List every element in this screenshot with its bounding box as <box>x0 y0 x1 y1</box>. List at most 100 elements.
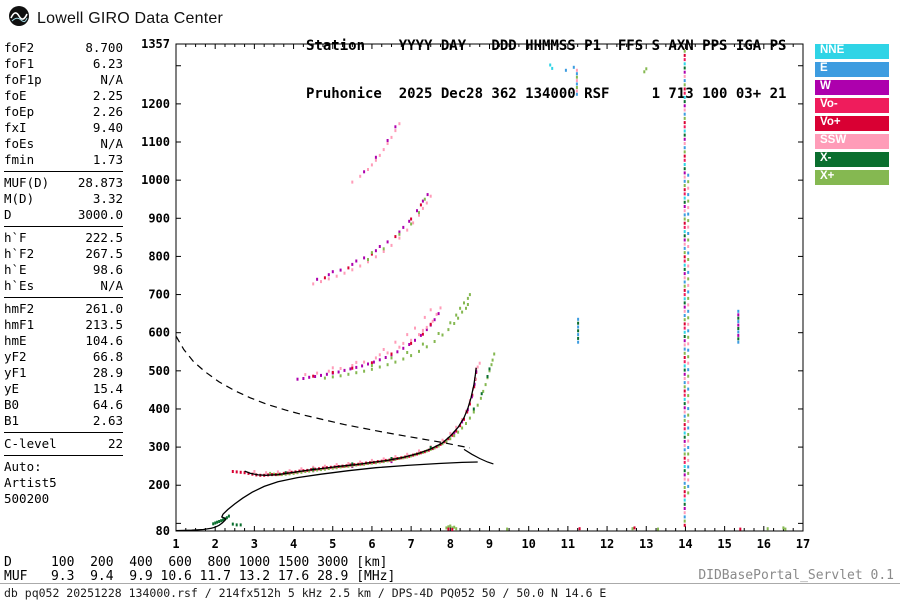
svg-text:6: 6 <box>368 537 375 551</box>
svg-text:800: 800 <box>148 249 170 263</box>
legend-item-vo+: Vo+ <box>815 116 889 131</box>
param-row-h-es: h`Es N/A <box>4 278 123 294</box>
param-label: foF1p <box>4 72 42 87</box>
header-line2: Pruhonice 2025 Dec28 362 134000 RSF 1 71… <box>306 86 787 102</box>
param-label: foEs <box>4 136 35 151</box>
param-label: B1 <box>4 413 20 428</box>
param-value: 261.0 <box>85 301 123 316</box>
param-label: foEp <box>4 104 35 119</box>
param-value: 3.32 <box>92 191 123 206</box>
rfi-column-11-mid <box>577 317 580 344</box>
param-label: MUF(D) <box>4 175 50 190</box>
param-row-hme: hmE 104.6 <box>4 333 123 349</box>
svg-text:1000: 1000 <box>141 173 170 187</box>
f-trace-x-spread <box>284 367 491 475</box>
param-row-b0: B0 64.6 <box>4 397 123 413</box>
third-hop-magenta <box>316 193 429 281</box>
param-value: 2.26 <box>92 104 123 119</box>
svg-text:3: 3 <box>251 537 258 551</box>
param-value: 2.63 <box>92 413 123 428</box>
param-value: 6.23 <box>92 56 123 71</box>
param-row-yf1: yF1 28.9 <box>4 365 123 381</box>
param-divider <box>4 297 123 298</box>
stray-blue <box>564 65 575 72</box>
param-label: B0 <box>4 397 20 412</box>
param-value: 9.40 <box>92 120 123 135</box>
param-row-yf2: yF2 66.8 <box>4 349 123 365</box>
status-separator <box>0 583 900 584</box>
muf-transmission-curve <box>175 335 471 449</box>
fourth-hop-spread <box>363 125 397 174</box>
param-label: C-level <box>4 436 57 451</box>
svg-text:1100: 1100 <box>141 135 170 149</box>
profile-line <box>175 461 478 532</box>
trace-fit-continuation <box>463 448 494 465</box>
svg-text:5: 5 <box>329 537 336 551</box>
param-value: 267.5 <box>85 246 123 261</box>
fourth-hop <box>351 122 401 184</box>
param-row-muf-d: MUF(D) 28.873 <box>4 175 123 191</box>
param-divider <box>4 455 123 456</box>
param-row-m-d: M(D) 3.32 <box>4 191 123 207</box>
servlet-version: DIDBasePortal_Servlet 0.1 <box>698 568 894 583</box>
param-divider <box>4 226 123 227</box>
svg-text:15: 15 <box>717 537 731 551</box>
rfi-column-15 <box>737 309 740 344</box>
ionogram-header: Station YYYY DAY DDD HHMMSS P1 FFS S AXN… <box>306 6 786 118</box>
param-label: foE <box>4 88 27 103</box>
param-row-foes: foEs N/A <box>4 136 123 152</box>
param-label: M(D) <box>4 191 35 206</box>
param-row-artist5: Artist5 <box>4 475 123 491</box>
param-label: yE <box>4 381 20 396</box>
second-hop-x-spread <box>370 293 471 367</box>
f-trace-x-mode <box>269 352 496 477</box>
legend-item-ssw: SSW <box>815 134 889 149</box>
param-label: hmE <box>4 333 27 348</box>
param-divider <box>4 432 123 433</box>
second-hop-o-core <box>312 322 432 378</box>
legend-item-w: W <box>815 80 889 95</box>
svg-text:16: 16 <box>757 537 771 551</box>
param-row-fmin: fmin 1.73 <box>4 152 123 168</box>
rfi-column-14 <box>683 49 686 527</box>
trace-fit-line <box>244 367 477 476</box>
param-row-foep: foEp 2.26 <box>4 104 123 120</box>
svg-text:8: 8 <box>447 537 454 551</box>
parameter-panel: foF2 8.700 foF1 6.23 foF1p N/A foE 2.25 foEp 2.26… <box>4 40 123 507</box>
brand-title: Lowell GIRO Data Center <box>37 9 224 27</box>
param-row-fxi: fxI 9.40 <box>4 120 123 136</box>
svg-text:300: 300 <box>148 440 170 454</box>
param-row-500200: 500200 <box>4 491 123 507</box>
svg-text:80: 80 <box>156 524 170 538</box>
svg-text:1357: 1357 <box>141 37 170 51</box>
param-value: 64.6 <box>92 397 123 412</box>
svg-text:4: 4 <box>290 537 297 551</box>
y-axis: 1357 1200 1100 1000 900 800 700 600 500 400 300 200… <box>141 37 803 538</box>
svg-text:12: 12 <box>600 537 614 551</box>
legend: NNE E W Vo- Vo+ SSW X- X+ <box>815 44 889 188</box>
plot-frame <box>175 43 804 532</box>
param-row-d: D 3000.0 <box>4 207 123 223</box>
f-trace-o-mode <box>231 370 478 477</box>
param-row-fof1: foF1 6.23 <box>4 56 123 72</box>
rfi-column-14b <box>687 173 690 495</box>
param-row-c-level: C-level 22 <box>4 436 123 452</box>
param-value: 98.6 <box>92 262 123 277</box>
muf-row: MUF 9.3 9.4 9.9 10.6 11.7 13.2 17.6 28.9… <box>4 569 396 584</box>
param-divider <box>4 171 123 172</box>
param-row-auto: Auto: <box>4 459 123 475</box>
param-value: 22 <box>107 436 123 451</box>
param-label: foF2 <box>4 40 35 55</box>
param-value: N/A <box>100 278 123 293</box>
svg-text:14: 14 <box>678 537 692 551</box>
f-trace-o-spread <box>253 361 481 475</box>
header-line1: Station YYYY DAY DDD HHMMSS P1 FFS S AXN… <box>306 38 787 54</box>
param-row-h-e: h`E 98.6 <box>4 262 123 278</box>
es-echoes-red <box>447 526 742 531</box>
svg-text:200: 200 <box>148 478 170 492</box>
param-value: 3000.0 <box>77 207 123 222</box>
svg-text:10: 10 <box>521 537 535 551</box>
svg-text:900: 900 <box>148 211 170 225</box>
svg-text:7: 7 <box>408 537 415 551</box>
